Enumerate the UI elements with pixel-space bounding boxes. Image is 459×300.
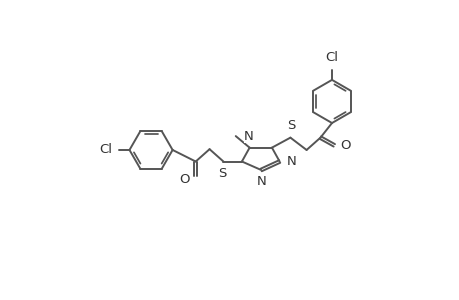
Text: Cl: Cl (325, 52, 338, 64)
Text: Cl: Cl (99, 143, 112, 157)
Text: N: N (286, 155, 296, 168)
Text: S: S (286, 119, 295, 132)
Text: N: N (257, 176, 266, 188)
Text: S: S (218, 167, 226, 180)
Text: N: N (243, 130, 253, 143)
Text: O: O (340, 139, 350, 152)
Text: O: O (179, 173, 189, 187)
